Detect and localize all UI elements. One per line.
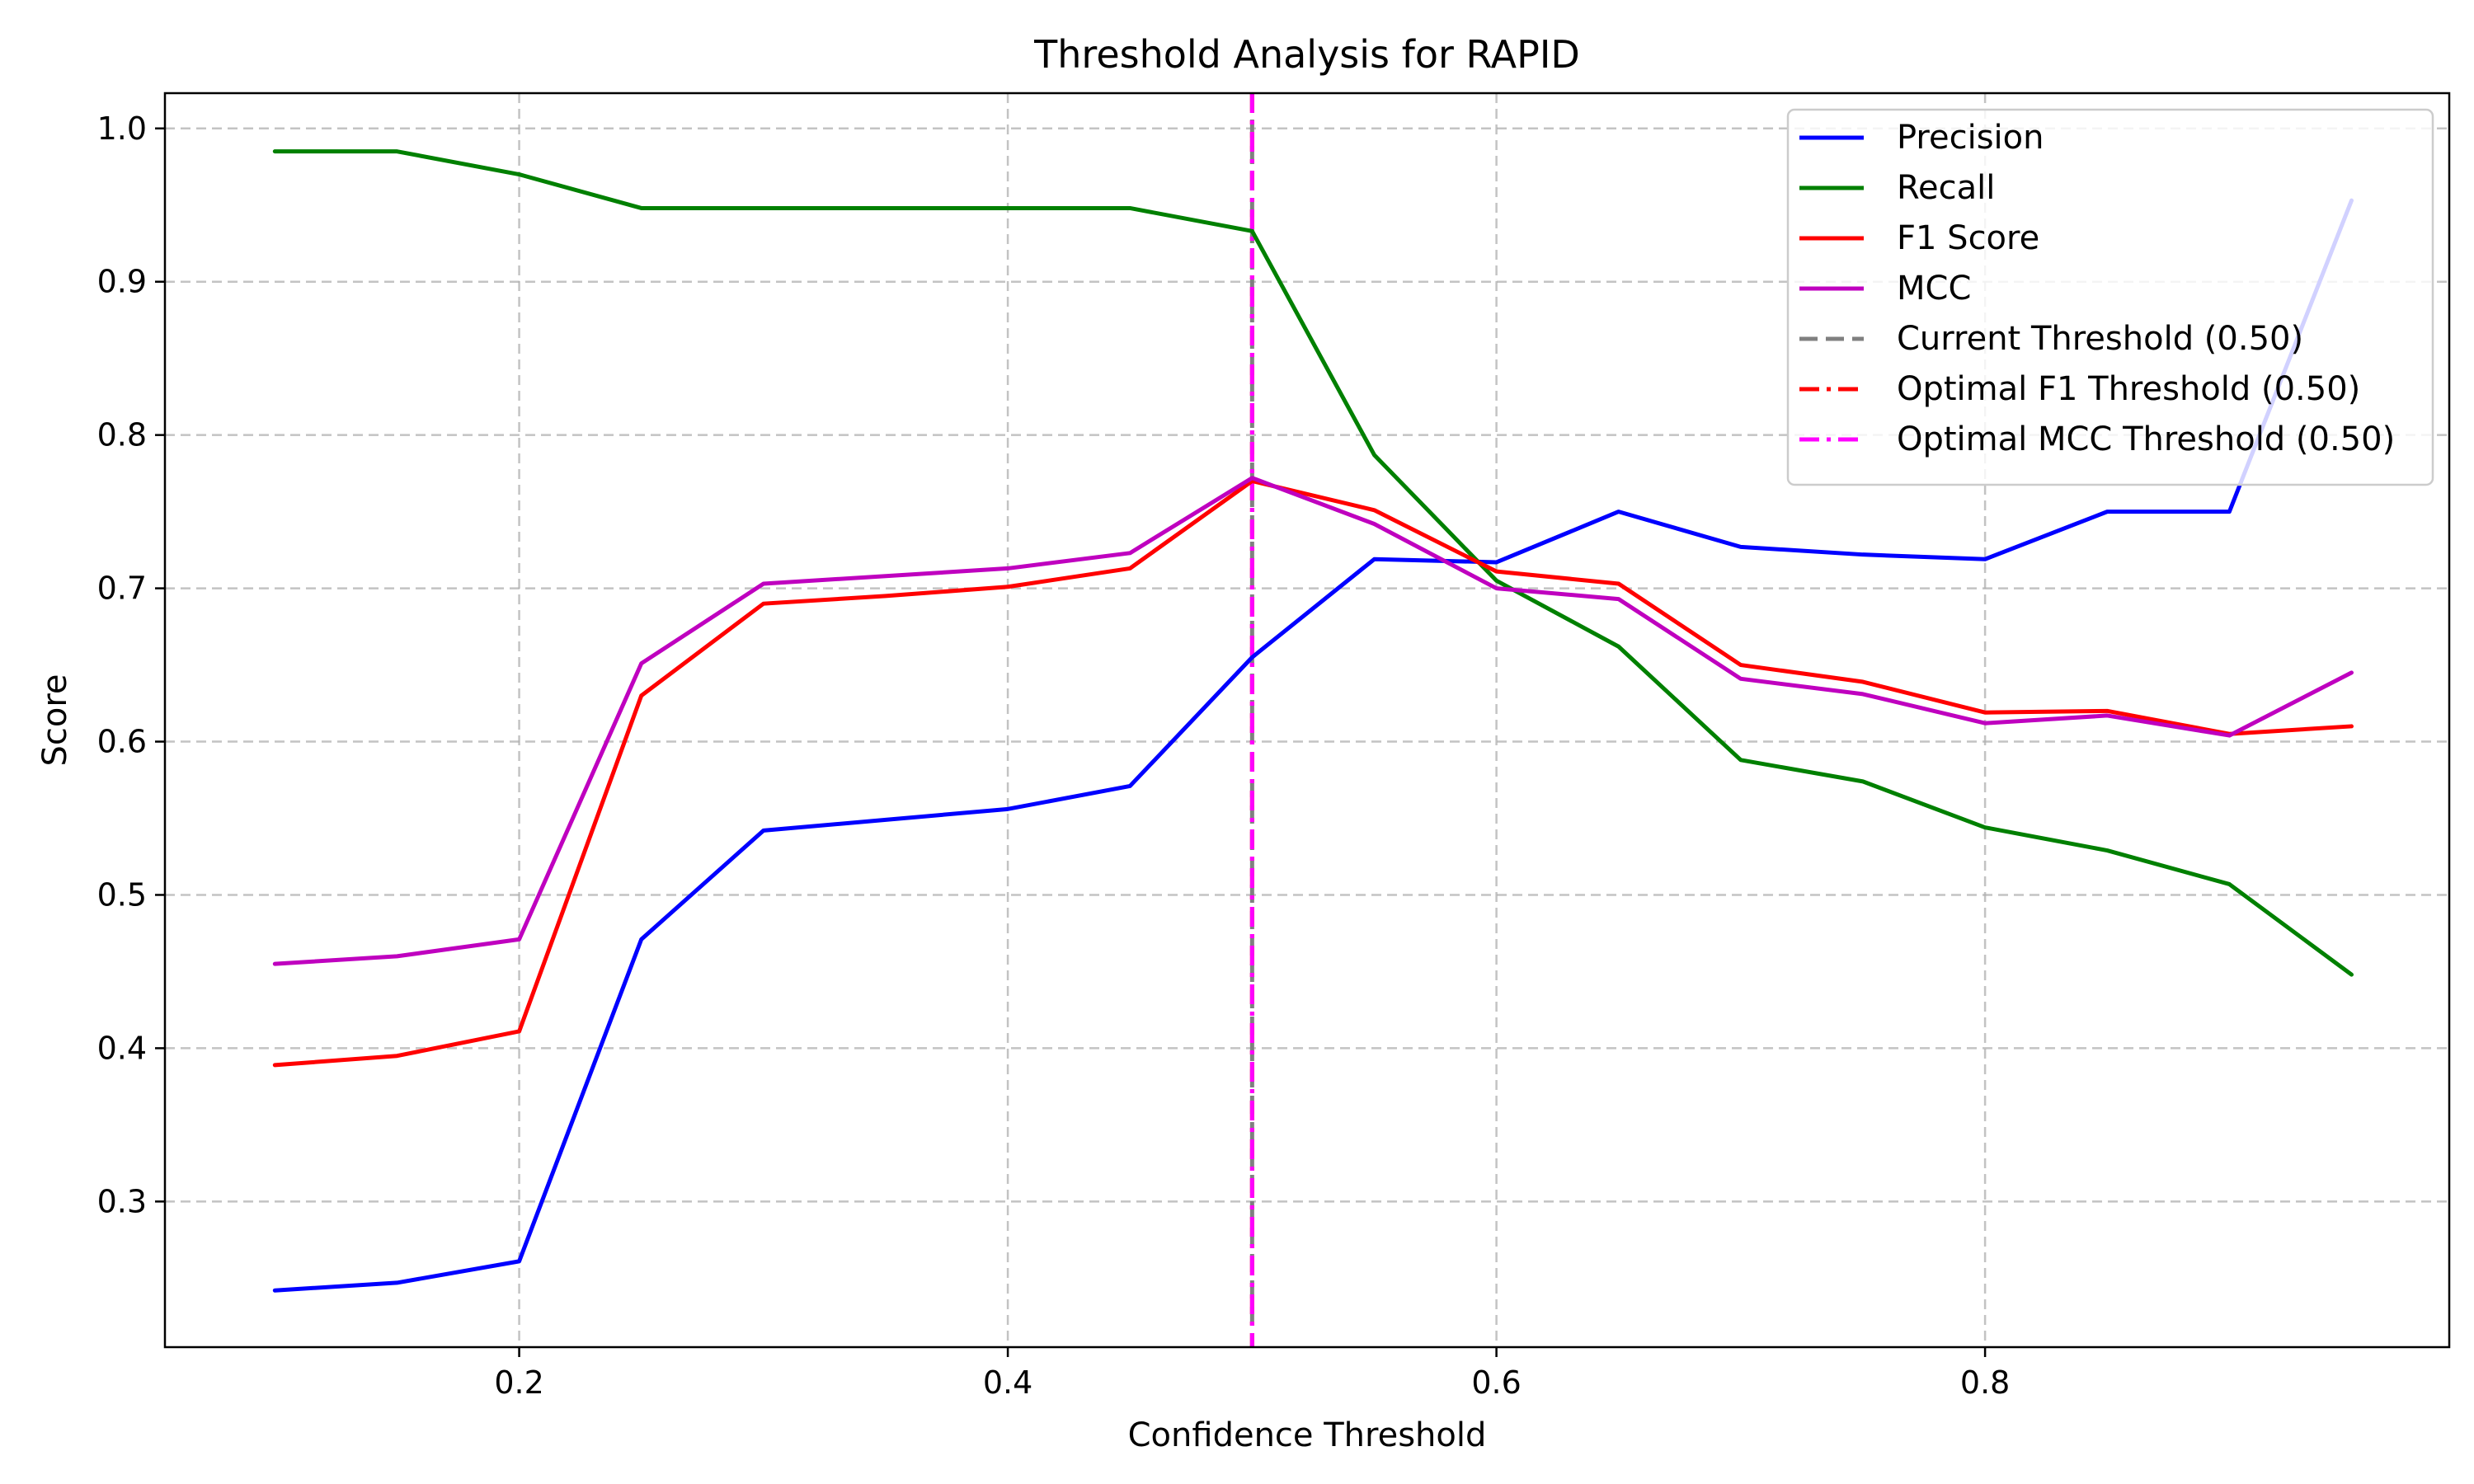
y-tick-label: 0.7 <box>97 571 147 607</box>
series-lines <box>272 149 2354 1293</box>
y-axis-ticks: 0.3 0.4 0.5 0.6 0.7 0.8 0.9 1.0 <box>97 110 165 1219</box>
legend-label: Recall <box>1897 169 1995 207</box>
legend-label: Current Threshold (0.50) <box>1897 320 2303 358</box>
chart-title: Threshold Analysis for RAPID <box>1033 32 1580 77</box>
legend-box <box>1786 108 2434 486</box>
series-line-mcc <box>272 476 2354 966</box>
legend-label: Precision <box>1897 119 2044 157</box>
y-tick-label: 0.6 <box>97 724 147 760</box>
x-tick-label: 0.4 <box>983 1364 1032 1401</box>
y-tick-label: 0.4 <box>97 1030 147 1066</box>
plot-frame <box>163 92 2451 1349</box>
x-tick-label: 0.8 <box>1960 1364 2010 1401</box>
legend-label: MCC <box>1897 270 1971 308</box>
x-axis-ticks: 0.2 0.4 0.6 0.8 <box>494 1347 2010 1401</box>
y-tick-label: 0.3 <box>97 1183 147 1219</box>
series-line-f1-score <box>272 478 2354 1068</box>
y-axis-title: Score <box>36 674 74 766</box>
legend-label: F1 Score <box>1897 219 2039 257</box>
legend-label: Optimal MCC Threshold (0.50) <box>1897 420 2395 458</box>
legend-label: Optimal F1 Threshold (0.50) <box>1897 370 2360 408</box>
series-line-recall <box>272 149 2354 977</box>
x-tick-label: 0.2 <box>494 1364 543 1401</box>
legend: Precision Recall F1 Score MCC Current Thresh… <box>1786 108 2434 486</box>
y-tick-label: 0.9 <box>97 264 147 300</box>
y-tick-label: 0.5 <box>97 876 147 913</box>
y-tick-label: 1.0 <box>97 110 147 147</box>
x-tick-label: 0.6 <box>1471 1364 1521 1401</box>
y-tick-label: 0.8 <box>97 417 147 453</box>
series-line-precision <box>272 198 2354 1293</box>
x-axis-title: Confidence Threshold <box>1128 1416 1487 1454</box>
